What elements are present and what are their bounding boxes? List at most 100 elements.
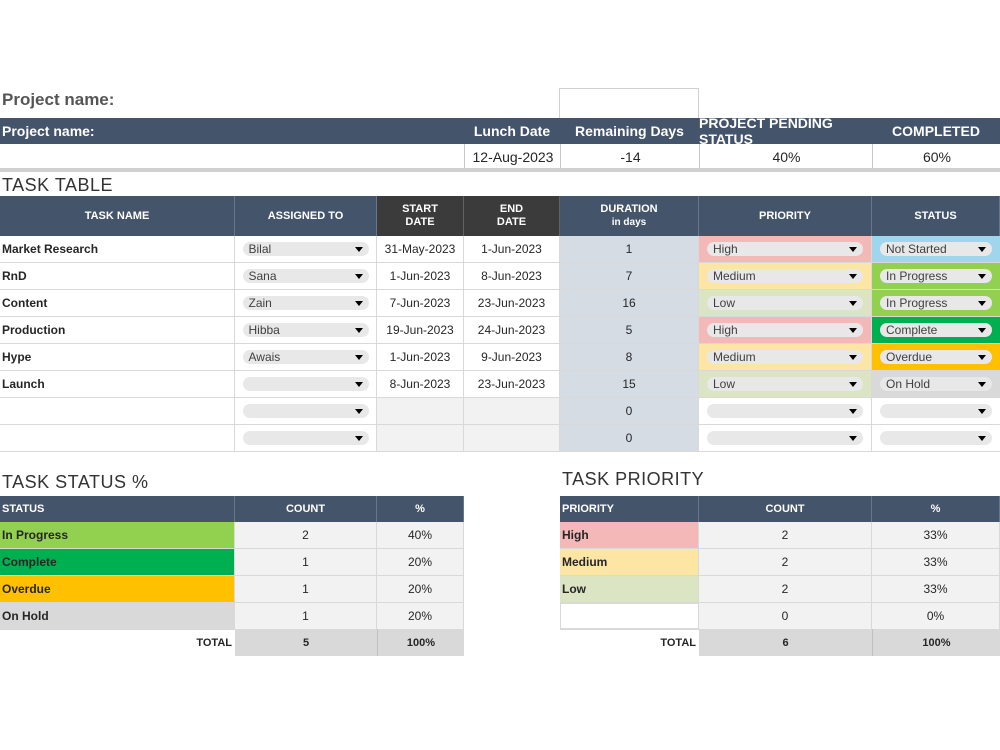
- priority-dropdown[interactable]: [707, 404, 863, 418]
- priority-count: 2: [699, 522, 872, 548]
- priority-dropdown[interactable]: High: [707, 323, 863, 337]
- priority-dropdown[interactable]: Low: [707, 377, 863, 391]
- dropdown-arrow-icon: [849, 300, 857, 306]
- duration-cell: 8: [560, 344, 699, 370]
- dropdown-arrow-icon: [354, 408, 363, 414]
- priority-label: [560, 603, 699, 629]
- status-value: In Progress: [886, 269, 948, 283]
- launch-date-value[interactable]: 12-Aug-2023: [464, 144, 561, 169]
- status-dropdown[interactable]: [880, 404, 992, 418]
- task-name-cell[interactable]: Launch: [0, 371, 235, 397]
- task-name-cell[interactable]: RnD: [0, 263, 235, 289]
- assigned-dropdown[interactable]: [242, 431, 369, 445]
- status-value: On Hold: [886, 377, 931, 391]
- status-dropdown[interactable]: Overdue: [880, 350, 992, 364]
- priority-header: PRIORITY: [699, 196, 872, 236]
- task-status-title: TASK STATUS %: [2, 472, 149, 492]
- table-row: Hype Awais 1-Jun-2023 9-Jun-2023 8 Mediu…: [0, 344, 1000, 371]
- priority-value: High: [713, 323, 738, 337]
- priority-dropdown[interactable]: [707, 431, 863, 445]
- status-label: Overdue: [0, 576, 235, 602]
- assigned-to-header: ASSIGNED TO: [235, 196, 377, 236]
- status-dropdown[interactable]: On Hold: [880, 377, 992, 391]
- dropdown-arrow-icon: [978, 273, 986, 279]
- task-name-cell[interactable]: Hype: [0, 344, 235, 370]
- pct-col-header: %: [872, 496, 1000, 522]
- end-date-cell[interactable]: 24-Jun-2023: [464, 317, 560, 343]
- table-row: On Hold 1 20%: [0, 603, 464, 630]
- start-date-cell[interactable]: 8-Jun-2023: [377, 371, 464, 397]
- priority-dropdown[interactable]: Low: [707, 296, 863, 310]
- task-name-cell[interactable]: Production: [0, 317, 235, 343]
- table-row: 0: [0, 425, 1000, 452]
- end-date-cell[interactable]: [464, 425, 560, 451]
- task-priority-title: TASK PRIORITY: [562, 469, 705, 489]
- priority-col-header: PRIORITY: [560, 496, 699, 522]
- start-date-cell[interactable]: 1-Jun-2023: [377, 344, 464, 370]
- task-name-cell[interactable]: [0, 398, 235, 424]
- task-name-header: TASK NAME: [0, 196, 235, 236]
- priority-dropdown[interactable]: Medium: [707, 350, 863, 364]
- duration-cell: 0: [560, 425, 699, 451]
- dropdown-arrow-icon: [978, 246, 986, 252]
- table-row: In Progress 2 40%: [0, 522, 464, 549]
- project-name-label: Project name:: [2, 123, 95, 139]
- dropdown-arrow-icon: [354, 273, 363, 279]
- start-date-cell[interactable]: [377, 398, 464, 424]
- priority-count: 2: [699, 576, 872, 602]
- status-header: STATUS: [872, 196, 1000, 236]
- status-dropdown[interactable]: [880, 431, 992, 445]
- remaining-days-header: Remaining Days: [575, 123, 684, 139]
- dropdown-arrow-icon: [978, 327, 986, 333]
- table-row: Market Research Bilal 31-May-2023 1-Jun-…: [0, 236, 1000, 263]
- priority-dropdown[interactable]: High: [707, 242, 863, 256]
- end-date-cell[interactable]: 23-Jun-2023: [464, 290, 560, 316]
- launch-date-header: Lunch Date: [473, 123, 551, 139]
- end-date-cell[interactable]: [464, 398, 560, 424]
- status-label: In Progress: [0, 522, 235, 548]
- status-dropdown[interactable]: In Progress: [880, 269, 992, 283]
- assigned-dropdown[interactable]: [242, 377, 369, 391]
- status-dropdown[interactable]: Not Started: [880, 242, 992, 256]
- end-date-cell[interactable]: 9-Jun-2023: [464, 344, 560, 370]
- assigned-dropdown[interactable]: Awais: [242, 350, 369, 364]
- end-date-cell[interactable]: 1-Jun-2023: [464, 236, 560, 262]
- assigned-dropdown[interactable]: Sana: [242, 269, 369, 283]
- total-label: TOTAL: [196, 636, 232, 649]
- duration-cell: 5: [560, 317, 699, 343]
- status-count: 1: [235, 603, 377, 629]
- total-count: 5: [235, 629, 377, 656]
- status-label: Complete: [0, 549, 235, 575]
- count-col-header: COUNT: [235, 496, 377, 522]
- dropdown-arrow-icon: [354, 381, 363, 387]
- assigned-dropdown[interactable]: [242, 404, 369, 418]
- end-date-cell[interactable]: 23-Jun-2023: [464, 371, 560, 397]
- dropdown-arrow-icon: [354, 354, 363, 360]
- start-date-cell[interactable]: 7-Jun-2023: [377, 290, 464, 316]
- table-row: Content Zain 7-Jun-2023 23-Jun-2023 16 L…: [0, 290, 1000, 317]
- status-dropdown[interactable]: In Progress: [880, 296, 992, 310]
- assigned-dropdown[interactable]: Hibba: [242, 323, 369, 337]
- task-name-cell[interactable]: [0, 425, 235, 451]
- task-name-cell[interactable]: Market Research: [0, 236, 235, 262]
- project-title: Project name:: [2, 90, 115, 109]
- status-dropdown[interactable]: Complete: [880, 323, 992, 337]
- total-pct: 100%: [872, 629, 1000, 656]
- priority-pct: 33%: [872, 576, 1000, 602]
- priority-dropdown[interactable]: Medium: [707, 269, 863, 283]
- start-date-cell[interactable]: 1-Jun-2023: [377, 263, 464, 289]
- status-count: 2: [235, 522, 377, 548]
- dropdown-arrow-icon: [978, 354, 986, 360]
- priority-summary-header: PRIORITY COUNT %: [560, 496, 1000, 522]
- start-date-cell[interactable]: 31-May-2023: [377, 236, 464, 262]
- status-summary-header: STATUS COUNT %: [0, 496, 464, 522]
- end-date-cell[interactable]: 8-Jun-2023: [464, 263, 560, 289]
- assigned-dropdown[interactable]: Bilal: [242, 242, 369, 256]
- project-name-input-cell[interactable]: [559, 88, 699, 118]
- start-date-cell[interactable]: [377, 425, 464, 451]
- project-values-row: 12-Aug-2023 -14 40% 60%: [0, 144, 1000, 169]
- dropdown-arrow-icon: [978, 435, 986, 441]
- start-date-cell[interactable]: 19-Jun-2023: [377, 317, 464, 343]
- task-name-cell[interactable]: Content: [0, 290, 235, 316]
- assigned-dropdown[interactable]: Zain: [242, 296, 369, 310]
